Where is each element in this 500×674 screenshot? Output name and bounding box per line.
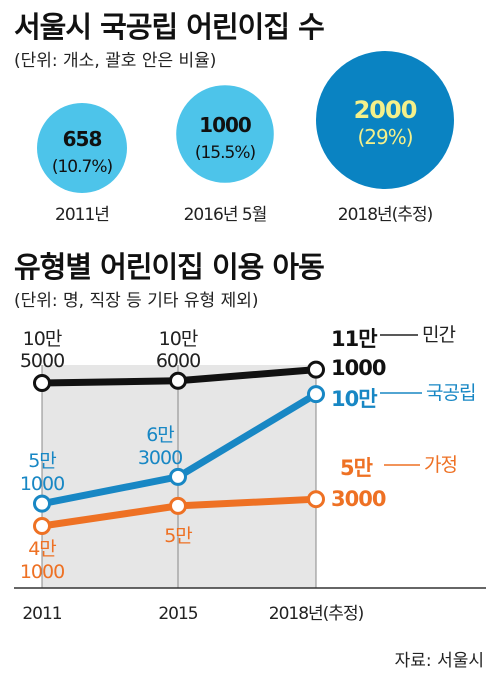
- label-series-2-point-0-a: 4만: [28, 538, 56, 560]
- label-series-0-point-1-a: 10만: [159, 328, 198, 350]
- bubble-2: [316, 51, 454, 189]
- x-tick-label-2: 2018년(추정): [269, 604, 364, 624]
- bubble-value-1: 1000: [199, 113, 251, 137]
- bubble-1: [176, 85, 274, 183]
- legend-label-2: 가정: [424, 454, 457, 476]
- label-series-2-point-0-b: 1000: [20, 561, 64, 583]
- bubble-category-2: 2018년(추정): [338, 205, 433, 225]
- label-series-0-point-1-b: 6000: [156, 350, 200, 372]
- bubble-value-2: 2000: [354, 96, 417, 124]
- label-series-2-point-2-a: 5만: [340, 456, 373, 480]
- series-2-point-2: [307, 490, 325, 509]
- series-0-point-0: [33, 374, 51, 392]
- line-chart-subtitle: (단위: 명, 직장 등 기타 유형 제외): [14, 291, 259, 311]
- line-chart-title: 유형별 어린이집 이용 아동: [14, 250, 325, 284]
- series-1-point-2: [307, 385, 325, 404]
- label-series-1-point-1-b: 3000: [138, 447, 182, 469]
- label-series-1-point-0-a: 5만: [28, 450, 56, 472]
- series-0-point-1: [169, 371, 187, 390]
- label-series-0-point-0-b: 5000: [20, 350, 64, 372]
- label-series-2-point-1-a: 5만: [164, 525, 192, 547]
- label-series-0-point-0-a: 10만: [23, 328, 62, 350]
- x-tick-label-0: 2011: [22, 604, 61, 624]
- label-series-1-point-1-a: 6만: [146, 424, 174, 446]
- bubble-share-1: (15.5%): [195, 143, 256, 163]
- bubble-category-1: 2016년 5월: [184, 205, 267, 225]
- label-series-1-point-0-b: 1000: [20, 473, 64, 495]
- label-series-0-point-2-a: 11만: [331, 327, 377, 351]
- bubble-chart-title: 서울시 국공립 어린이집 수: [14, 10, 325, 44]
- series-1-point-1: [169, 467, 187, 486]
- bubble-value-0: 658: [63, 127, 102, 151]
- x-tick-label-1: 2015: [158, 604, 197, 624]
- series-1-point-0: [33, 494, 51, 513]
- series-0-point-2: [307, 360, 325, 379]
- label-series-0-point-2-b: 1000: [331, 356, 386, 380]
- legend-label-1: 국공립: [426, 382, 475, 404]
- bubble-0: [37, 103, 127, 193]
- bubble-chart-subtitle: (단위: 개소, 괄호 안은 비율): [14, 51, 217, 71]
- legend-label-0: 민간: [422, 324, 455, 346]
- series-2-point-1: [169, 496, 187, 515]
- bubble-category-0: 2011년: [55, 205, 109, 225]
- label-series-1-point-2-a: 10만: [331, 387, 377, 411]
- bubble-share-0: (10.7%): [52, 157, 113, 177]
- series-2-point-0: [33, 517, 51, 535]
- bubble-share-2: (29%): [357, 125, 412, 149]
- label-series-2-point-2-b: 3000: [331, 487, 386, 511]
- source-note: 자료: 서울시: [394, 651, 484, 671]
